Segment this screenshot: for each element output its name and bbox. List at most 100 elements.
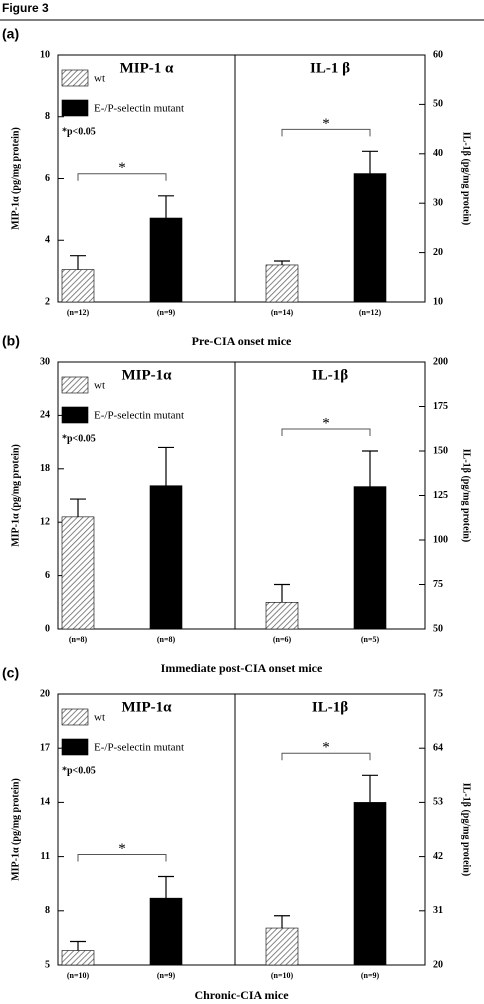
subplot-title: IL-1 β <box>310 60 350 76</box>
category-label: (n=5) <box>361 635 380 644</box>
y-tick-label: 14 <box>40 797 50 808</box>
y2-tick-label: 42 <box>433 851 443 862</box>
legend-swatch <box>61 69 89 87</box>
error-bar <box>362 150 378 174</box>
bar <box>353 802 387 966</box>
significance-bracket <box>281 128 371 137</box>
legend-label: wt <box>94 712 105 724</box>
category-label: (n=9) <box>157 308 176 317</box>
error-bar <box>274 260 290 265</box>
legend-label: E-/P-selectin mutant <box>94 742 184 754</box>
category-label: (n=14) <box>271 308 294 317</box>
y2-axis-title: IL-1β (pg/mg protein) <box>461 449 472 542</box>
significance-bracket <box>281 428 371 436</box>
y2-tick-label: 64 <box>433 742 443 753</box>
error-bar <box>362 774 378 803</box>
y2-tick-label: 30 <box>433 197 443 208</box>
y-axis-title: MIP-1α (pg/mg protein) <box>10 778 21 881</box>
y-tick-label: 4 <box>45 235 50 246</box>
bar <box>353 486 387 630</box>
y2-tick-label: 50 <box>433 99 443 110</box>
category-label: (n=8) <box>69 635 88 644</box>
legend-swatch <box>61 99 89 117</box>
error-bar <box>158 446 174 486</box>
significance-star: * <box>322 415 330 431</box>
bar <box>149 485 183 630</box>
y-tick-label: 30 <box>40 356 50 367</box>
error-bar <box>70 255 86 270</box>
bar <box>265 601 299 630</box>
significance-star: * <box>322 740 330 756</box>
y2-tick-label: 40 <box>433 148 443 159</box>
significance-star: * <box>322 116 330 132</box>
bar <box>61 950 95 966</box>
y-axis-title: MIP-1α (pg/mg protein) <box>10 444 21 547</box>
y2-tick-label: 200 <box>433 356 448 367</box>
legend-label: E-/P-selectin mutant <box>94 410 184 422</box>
y2-tick-label: 100 <box>433 534 448 545</box>
chart-title: Pre-CIA onset mice <box>192 334 292 348</box>
legend-swatch <box>61 738 89 756</box>
error-bar <box>362 450 378 487</box>
error-bar <box>274 583 290 603</box>
panel-label: (b) <box>2 333 20 349</box>
chart-title: Chronic-CIA mice <box>194 988 289 1002</box>
y-tick-label: 0 <box>45 623 50 634</box>
category-label: (n=8) <box>157 635 176 644</box>
bar <box>265 264 299 303</box>
y2-tick-label: 125 <box>433 490 448 501</box>
y2-tick-label: 10 <box>433 296 443 307</box>
y2-axis-title: IL-1β (pg/mg protein) <box>461 132 472 225</box>
chart-title: Immediate post-CIA onset mice <box>161 661 323 675</box>
y-tick-label: 11 <box>41 851 50 862</box>
bar <box>149 897 183 966</box>
significance-bracket <box>77 173 167 181</box>
legend-label: wt <box>94 73 105 85</box>
y-tick-label: 6 <box>45 570 50 581</box>
bar <box>61 269 95 303</box>
error-bar <box>70 940 86 951</box>
y2-axis-title: IL-1β (pg/mg protein) <box>461 783 472 876</box>
y-tick-label: 24 <box>40 410 50 421</box>
y-tick-label: 6 <box>45 173 50 184</box>
y-tick-label: 2 <box>45 296 50 307</box>
y2-tick-label: 150 <box>433 445 448 456</box>
y2-tick-label: 31 <box>433 905 443 916</box>
category-label: (n=12) <box>67 308 90 317</box>
subplot-title: MIP-1α <box>121 367 172 383</box>
y-tick-label: 20 <box>40 688 50 699</box>
y-tick-label: 18 <box>40 463 50 474</box>
y-tick-label: 10 <box>40 49 50 60</box>
subplot-title: MIP-1α <box>121 699 172 715</box>
category-label: (n=9) <box>157 971 176 980</box>
y2-tick-label: 60 <box>433 49 443 60</box>
panel-label: (a) <box>2 26 19 42</box>
panel-label: (c) <box>2 665 19 681</box>
error-bar <box>274 915 290 929</box>
y-tick-label: 17 <box>40 742 50 753</box>
error-bar <box>70 498 86 517</box>
bar <box>149 217 183 303</box>
y2-tick-label: 75 <box>433 579 443 590</box>
category-label: (n=12) <box>359 308 382 317</box>
y2-tick-label: 53 <box>433 797 443 808</box>
y-tick-label: 12 <box>40 516 50 527</box>
y2-tick-label: 75 <box>433 688 443 699</box>
figure-label: Figure 3 <box>2 1 49 15</box>
bar <box>265 927 299 966</box>
y-tick-label: 5 <box>45 959 50 970</box>
legend-label: E-/P-selectin mutant <box>94 103 184 115</box>
legend-label: wt <box>94 380 105 392</box>
subplot-title: IL-1β <box>312 699 348 715</box>
significance-note: *p<0.05 <box>62 765 96 776</box>
y2-tick-label: 20 <box>433 959 443 970</box>
significance-bracket <box>281 752 371 761</box>
significance-star: * <box>118 841 126 857</box>
y2-tick-label: 50 <box>433 623 443 634</box>
significance-star: * <box>118 160 126 176</box>
y-axis-title: MIP-1α (pg/mg protein) <box>10 127 21 230</box>
significance-note: *p<0.05 <box>62 433 96 444</box>
significance-note: *p<0.05 <box>62 126 96 137</box>
category-label: (n=9) <box>361 971 380 980</box>
